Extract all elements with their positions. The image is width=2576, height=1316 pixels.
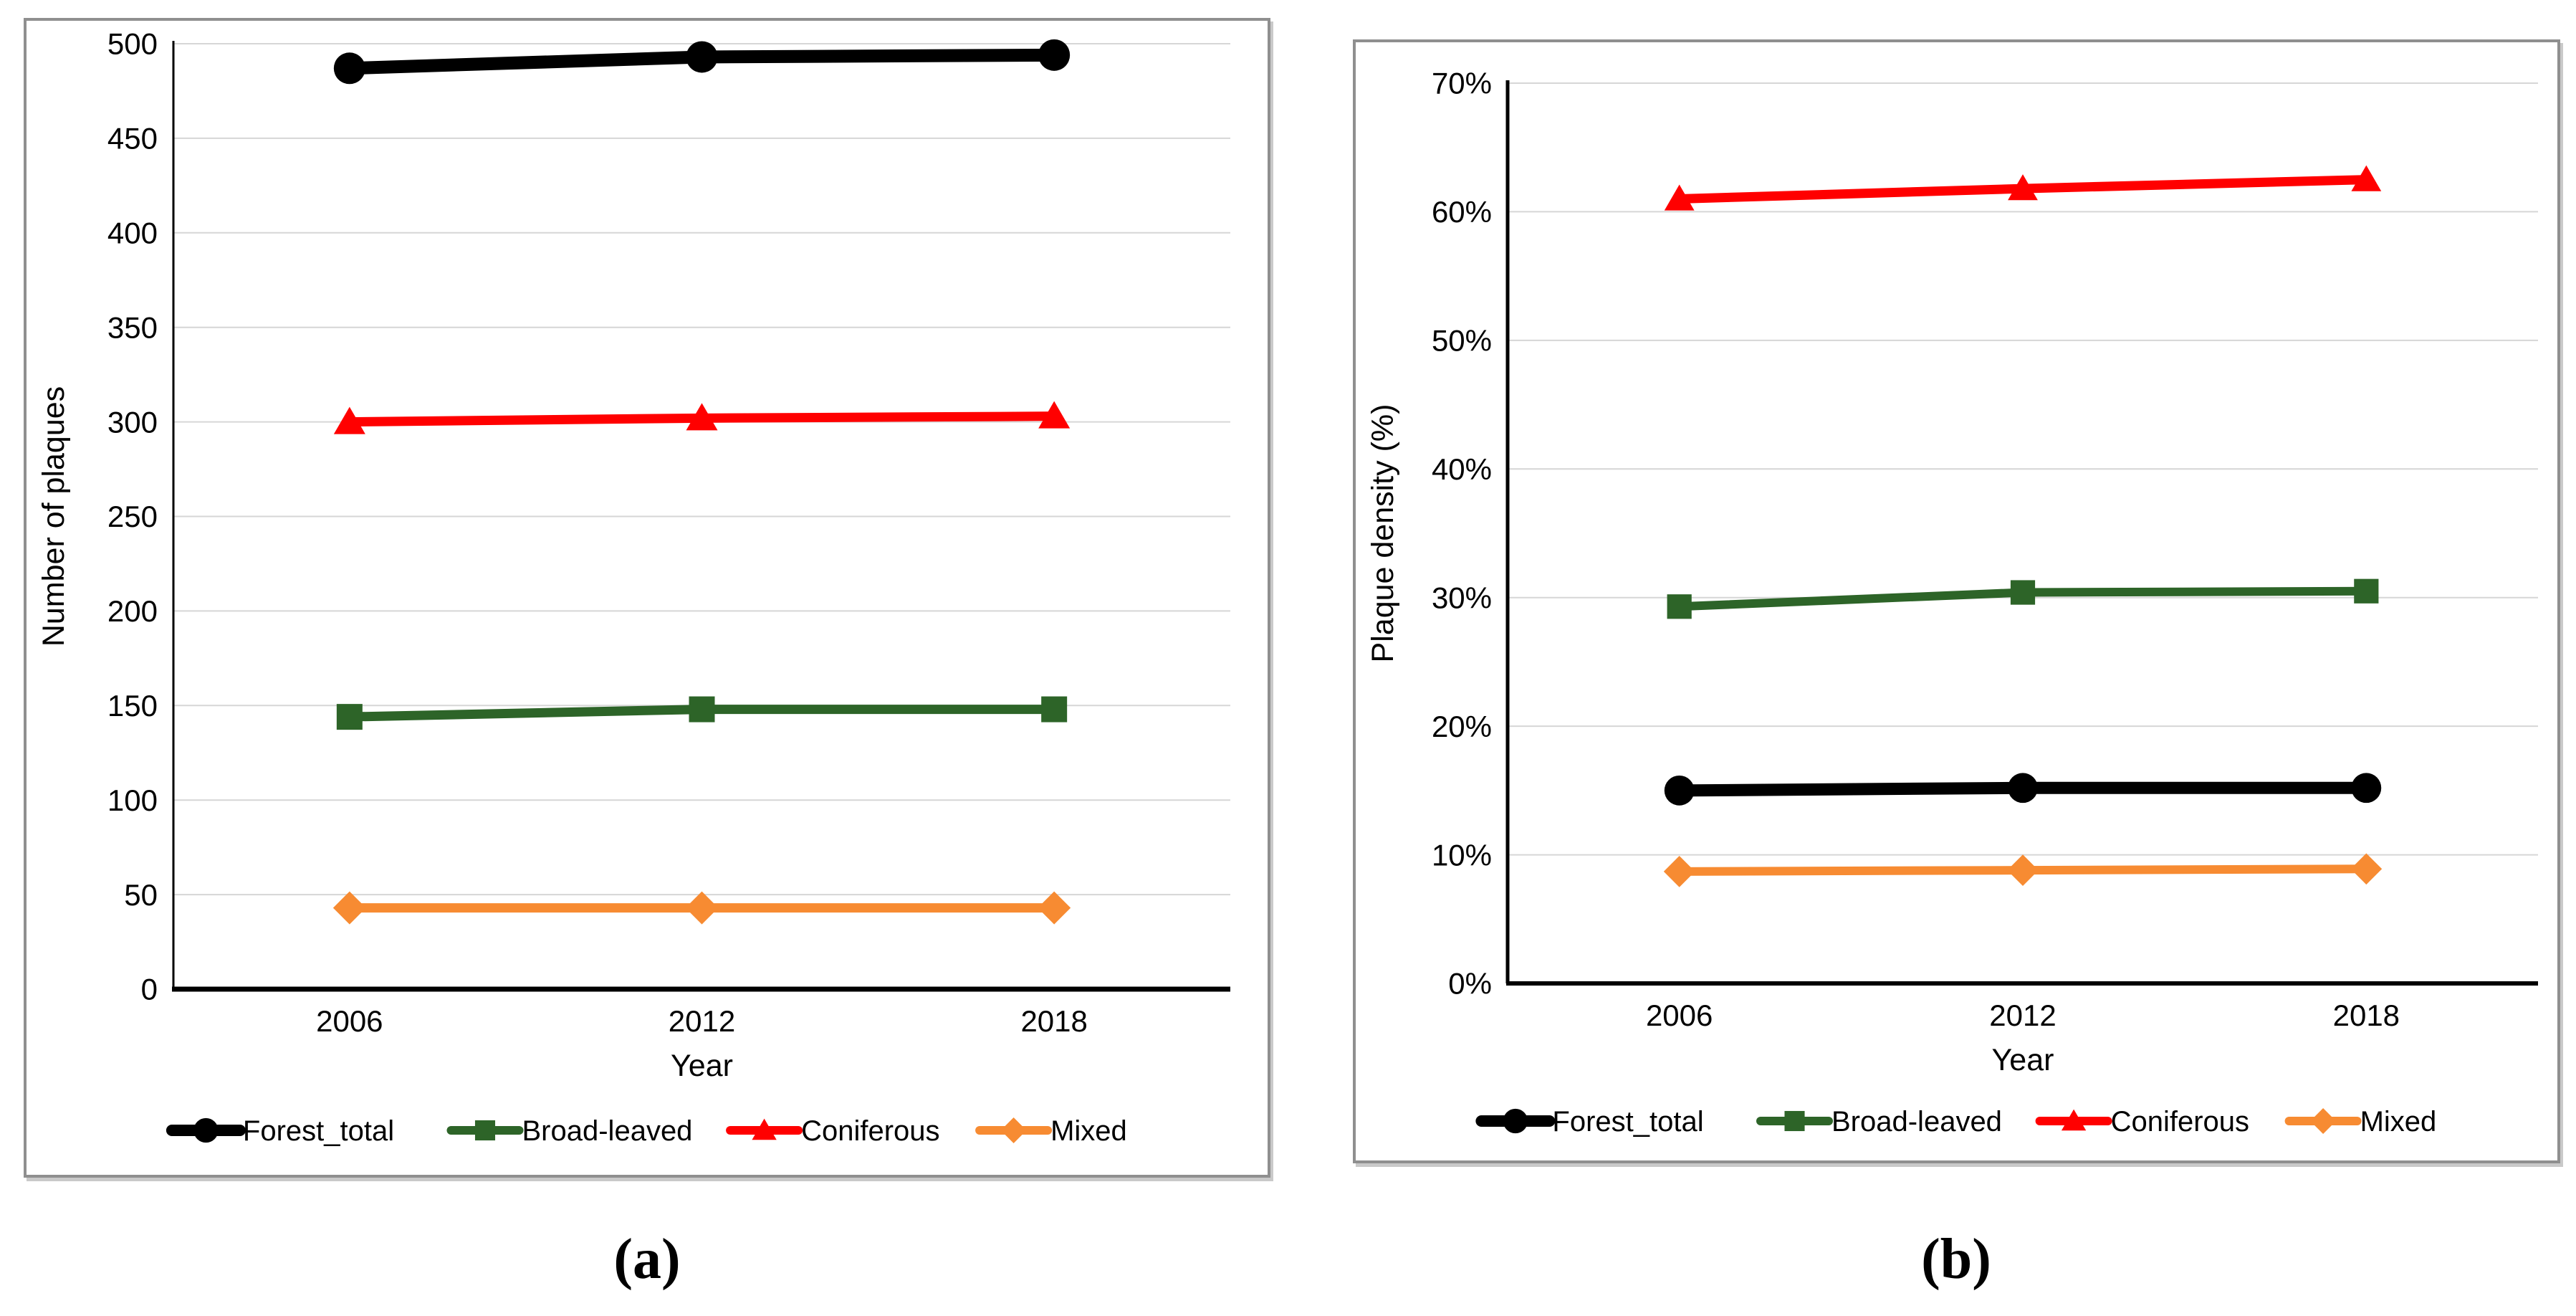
caption-b: (b) <box>1921 1228 1991 1291</box>
x-tick-label: 2006 <box>316 1004 383 1038</box>
marker-square-broad-leaved <box>336 704 363 730</box>
legend-label-forest_total: Forest_total <box>1552 1106 1703 1138</box>
y-tick-label: 250 <box>107 500 158 533</box>
marker-diamond-mixed <box>685 891 719 925</box>
marker-square-broad-leaved <box>1041 696 1068 723</box>
marker-square-broad-leaved <box>689 696 715 723</box>
y-tick-label: 50 <box>124 878 158 912</box>
caption-a: (a) <box>613 1228 681 1291</box>
chart-b: 0% 10% 20% 30% 40% 50% 60% 70% 2006 2012 2018 Year P… <box>1366 67 2538 1138</box>
marker-square-broad-leaved <box>2354 578 2379 604</box>
marker-square-broad-leaved <box>2010 580 2036 605</box>
marker-diamond-mixed <box>1038 891 1071 925</box>
marker-triangle-coniferous <box>2351 165 2382 191</box>
y-tick-label: 300 <box>107 405 158 439</box>
marker-diamond-mixed <box>1663 856 1695 887</box>
legend-marker-coniferous <box>2061 1109 2087 1131</box>
legend-marker-mixed <box>2310 1108 2337 1134</box>
marker-diamond-mixed <box>2007 854 2039 886</box>
marker-triangle-coniferous <box>686 403 718 431</box>
y-tick-label: 100 <box>107 783 158 817</box>
marker-circle-forest_total <box>2351 773 2382 804</box>
y-tick-label: 350 <box>107 310 158 344</box>
x-axis-title: Year <box>671 1049 733 1083</box>
legend-label-broad-leaved: Broad-leaved <box>1832 1106 2002 1138</box>
marker-diamond-mixed <box>332 891 366 925</box>
legend-label-coniferous: Coniferous <box>801 1115 939 1147</box>
marker-circle-forest_total <box>686 41 718 73</box>
x-axis-title: Year <box>1992 1043 2054 1077</box>
y-tick-label: 70% <box>1432 67 1492 100</box>
x-tick-label: 2018 <box>2333 998 2400 1032</box>
marker-square-broad-leaved <box>1667 594 1692 619</box>
x-tick-label: 2006 <box>1646 998 1713 1032</box>
y-axis-title: Plaque density (%) <box>1366 404 1400 663</box>
y-tick-label: 10% <box>1432 838 1492 872</box>
legend-label-forest_total: Forest_total <box>243 1115 394 1147</box>
panel-chart-a: 0 50 100 150 200 250 300 350 400 450 500 2006 2012 20… <box>24 18 1270 1178</box>
legend-marker-coniferous <box>752 1118 777 1140</box>
legend-marker-mixed <box>1000 1117 1027 1143</box>
y-tick-label: 40% <box>1432 452 1492 486</box>
panel-chart-b: 0% 10% 20% 30% 40% 50% 60% 70% 2006 2012 2018 Year P… <box>1353 39 2560 1163</box>
x-tick-label: 2018 <box>1020 1004 1087 1038</box>
y-tick-label: 450 <box>107 122 158 156</box>
marker-circle-forest_total <box>2008 773 2038 804</box>
marker-triangle-coniferous <box>1664 184 1695 211</box>
y-axis-title: Number of plaques <box>37 386 71 647</box>
y-tick-label: 0% <box>1448 967 1492 1001</box>
marker-triangle-coniferous <box>1038 401 1071 429</box>
legend-label-mixed: Mixed <box>1050 1115 1127 1147</box>
y-tick-label: 400 <box>107 216 158 250</box>
chart-a: 0 50 100 150 200 250 300 350 400 450 500 2006 2012 20… <box>37 27 1230 1147</box>
y-tick-label: 50% <box>1432 324 1492 358</box>
legend-label-mixed: Mixed <box>2360 1106 2437 1138</box>
marker-circle-forest_total <box>1038 39 1071 71</box>
marker-diamond-mixed <box>2350 853 2383 885</box>
legend-marker-broad-leaved <box>1784 1110 1805 1132</box>
x-tick-label: 2012 <box>669 1004 735 1038</box>
marker-circle-forest_total <box>1664 775 1695 806</box>
legend-label-broad-leaved: Broad-leaved <box>522 1115 693 1147</box>
y-tick-label: 200 <box>107 594 158 628</box>
marker-circle-forest_total <box>333 52 365 85</box>
y-tick-label: 20% <box>1432 710 1492 743</box>
y-tick-label: 150 <box>107 689 158 723</box>
y-tick-label: 60% <box>1432 195 1492 229</box>
y-tick-label: 30% <box>1432 581 1492 614</box>
y-tick-label: 500 <box>107 27 158 61</box>
legend-label-coniferous: Coniferous <box>2111 1106 2249 1138</box>
legend-marker-forest_total <box>1503 1108 1528 1134</box>
y-tick-label: 0 <box>141 973 158 1006</box>
x-tick-label: 2012 <box>1989 998 2056 1032</box>
marker-triangle-coniferous <box>333 406 365 434</box>
legend-marker-forest_total <box>193 1117 219 1143</box>
marker-triangle-coniferous <box>2008 174 2038 201</box>
legend-marker-broad-leaved <box>474 1120 496 1141</box>
